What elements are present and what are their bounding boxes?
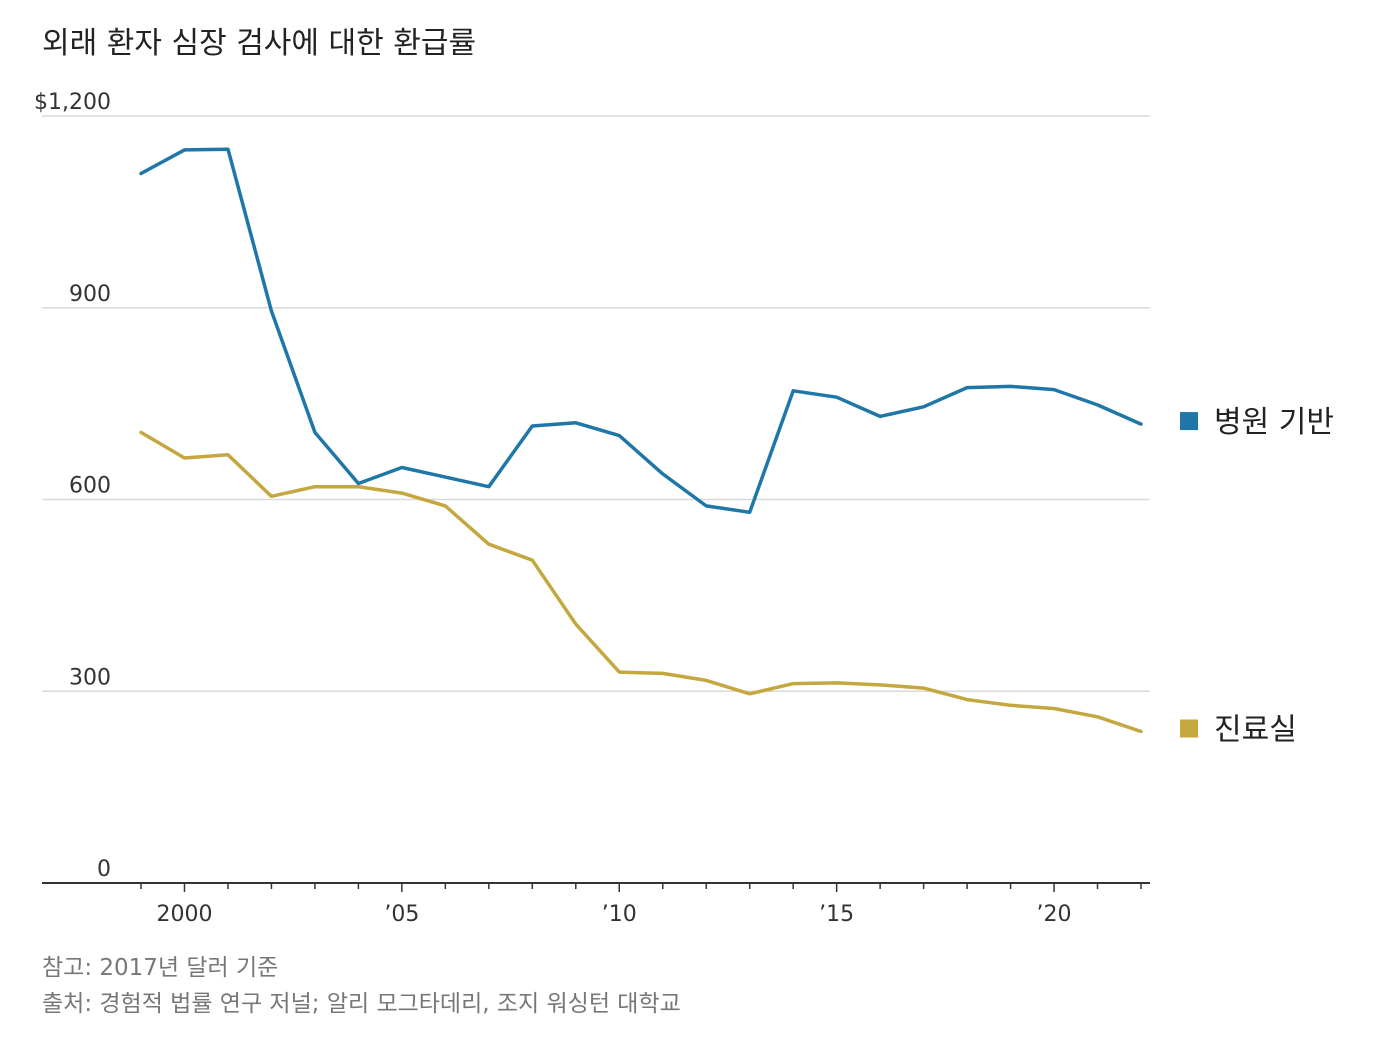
legend-label: 진료실	[1214, 713, 1297, 748]
y-tick-label: $1,200	[34, 90, 111, 115]
y-tick-label: 0	[97, 857, 111, 882]
y-tick-label: 900	[69, 282, 111, 307]
grid-lines	[42, 115, 1150, 692]
legend-label: 병원 기반	[1214, 405, 1334, 440]
legend-swatch	[1180, 719, 1198, 738]
y-tick-label: 600	[69, 474, 111, 499]
x-axis: 2000 ’05 ’10 ’15 ’20	[42, 882, 1150, 927]
legend-swatch	[1180, 412, 1198, 431]
x-tick-label: ’20	[1037, 902, 1072, 927]
footnotes: 참고: 2017년 달러 기준 출처: 경험적 법률 연구 저널; 알리 모그타…	[42, 950, 681, 1022]
x-tick-label: ’05	[384, 902, 419, 927]
y-tick-label: 300	[69, 665, 111, 690]
chart-title: 외래 환자 심장 검사에 대한 환급률	[42, 26, 477, 61]
series-lines	[139, 147, 1143, 734]
y-axis: 0 300 600 900 $1,200	[34, 90, 111, 882]
source-text: 출처: 경험적 법률 연구 저널; 알리 모그타데리, 조지 워싱턴 대학교	[42, 991, 681, 1017]
note-text: 참고: 2017년 달러 기준	[42, 955, 279, 981]
x-tick-label: ’15	[819, 902, 854, 927]
series-line-2	[139, 430, 1143, 734]
series-line-1	[139, 147, 1143, 515]
x-tick-label: 2000	[156, 902, 212, 927]
x-tick-label: ’10	[602, 902, 637, 927]
